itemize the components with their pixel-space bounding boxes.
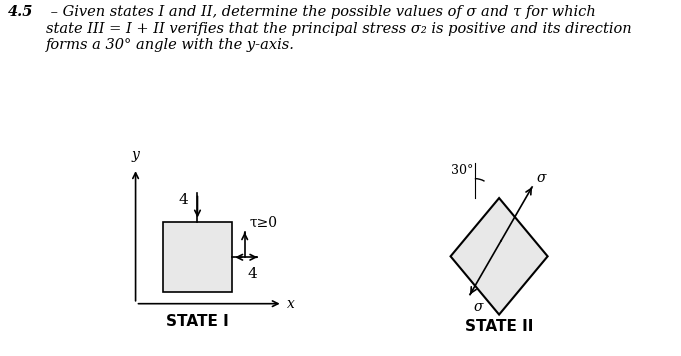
Text: 4: 4 — [178, 193, 188, 208]
Text: 4.5: 4.5 — [8, 5, 33, 19]
Text: τ≥0: τ≥0 — [250, 216, 278, 230]
Text: x: x — [287, 297, 294, 311]
Polygon shape — [451, 198, 548, 315]
Text: 30°: 30° — [451, 164, 473, 177]
Text: STATE I: STATE I — [166, 314, 229, 329]
Text: σ: σ — [537, 171, 546, 185]
Text: – Given states I and II, determine the possible values of σ and τ for which
stat: – Given states I and II, determine the p… — [46, 5, 632, 52]
Bar — [163, 222, 232, 292]
Text: σ: σ — [474, 300, 484, 314]
Text: 4: 4 — [248, 267, 257, 281]
Text: STATE II: STATE II — [465, 319, 533, 334]
Text: y: y — [131, 148, 140, 162]
